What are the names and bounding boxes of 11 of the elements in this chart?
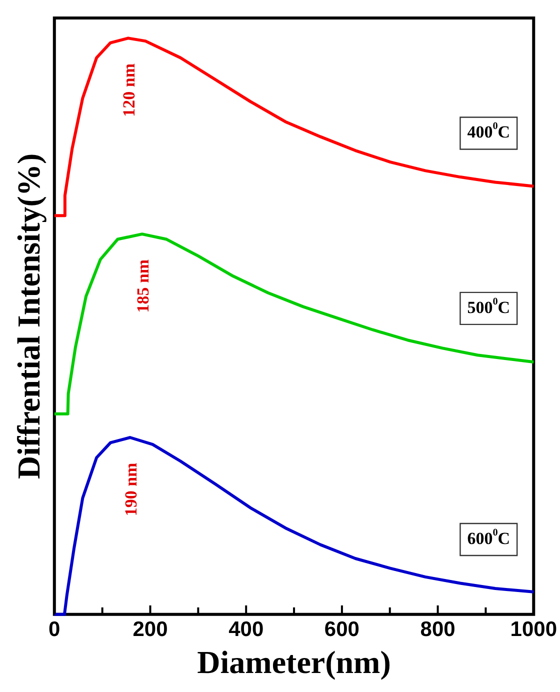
annotation: 120 nm <box>120 63 139 117</box>
y-axis-title: Diffrential Intensity(%) <box>10 153 46 479</box>
x-tick-label: 200 <box>132 618 168 641</box>
x-tick-label: 0 <box>48 618 60 641</box>
annotation: 185 nm <box>133 259 152 313</box>
x-axis-title: Diameter(nm) <box>197 644 391 680</box>
x-tick-label: 600 <box>324 618 360 641</box>
x-tick-label: 800 <box>420 618 456 641</box>
x-tick-label: 1000 <box>510 618 557 641</box>
x-tick-label: 400 <box>228 618 264 641</box>
annotation: 190 nm <box>122 462 141 516</box>
